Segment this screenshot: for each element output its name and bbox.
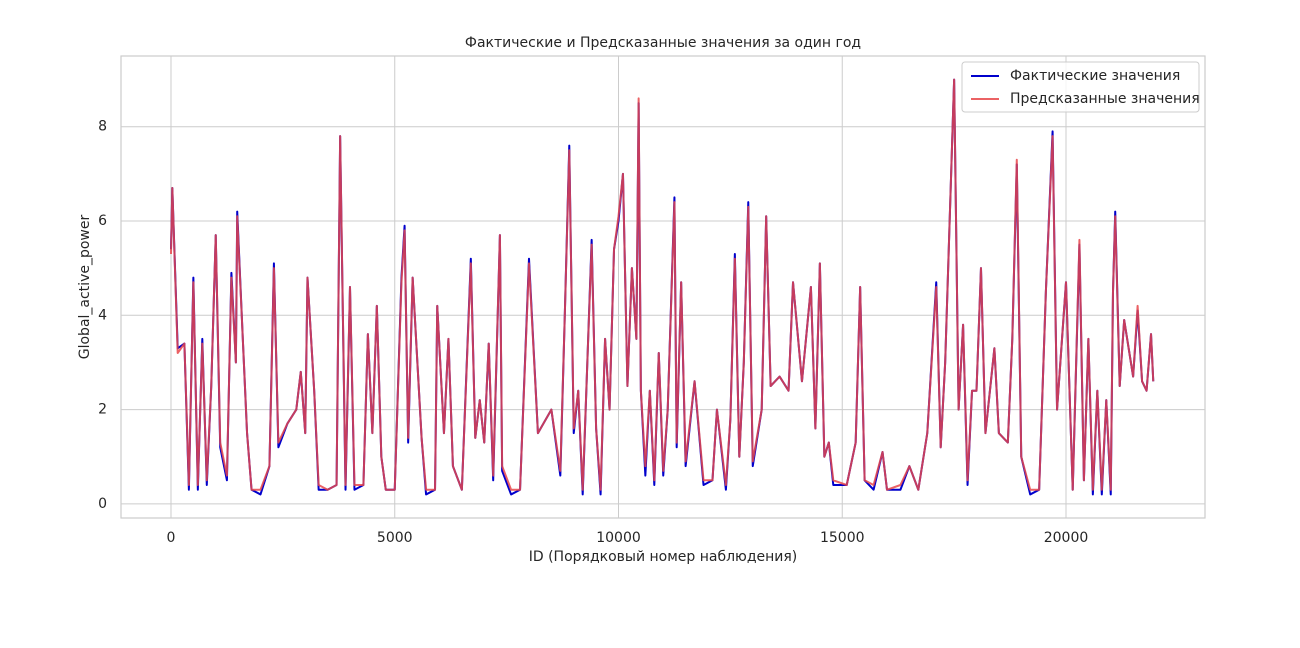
x-axis-label: ID (Порядковый номер наблюдения) <box>529 549 798 565</box>
legend-label: Фактические значения <box>1010 68 1180 84</box>
x-tick-label: 20000 <box>1044 530 1089 546</box>
x-tick-label: 10000 <box>596 530 641 546</box>
x-tick-label: 15000 <box>820 530 865 546</box>
x-tick-label: 0 <box>167 530 176 546</box>
y-tick-label: 2 <box>98 402 107 418</box>
y-tick-label: 4 <box>98 307 107 323</box>
x-tick-label: 5000 <box>377 530 413 546</box>
chart-title: Фактические и Предсказанные значения за … <box>465 35 861 51</box>
line-series <box>169 78 1155 491</box>
legend-box <box>961 61 1200 113</box>
y-tick-label: 6 <box>98 213 107 229</box>
y-tick-label: 0 <box>98 496 107 512</box>
y-tick-label: 8 <box>98 119 107 135</box>
legend-label: Предсказанные значения <box>1010 91 1200 107</box>
y-axis-label: Global_active_power <box>77 215 93 360</box>
